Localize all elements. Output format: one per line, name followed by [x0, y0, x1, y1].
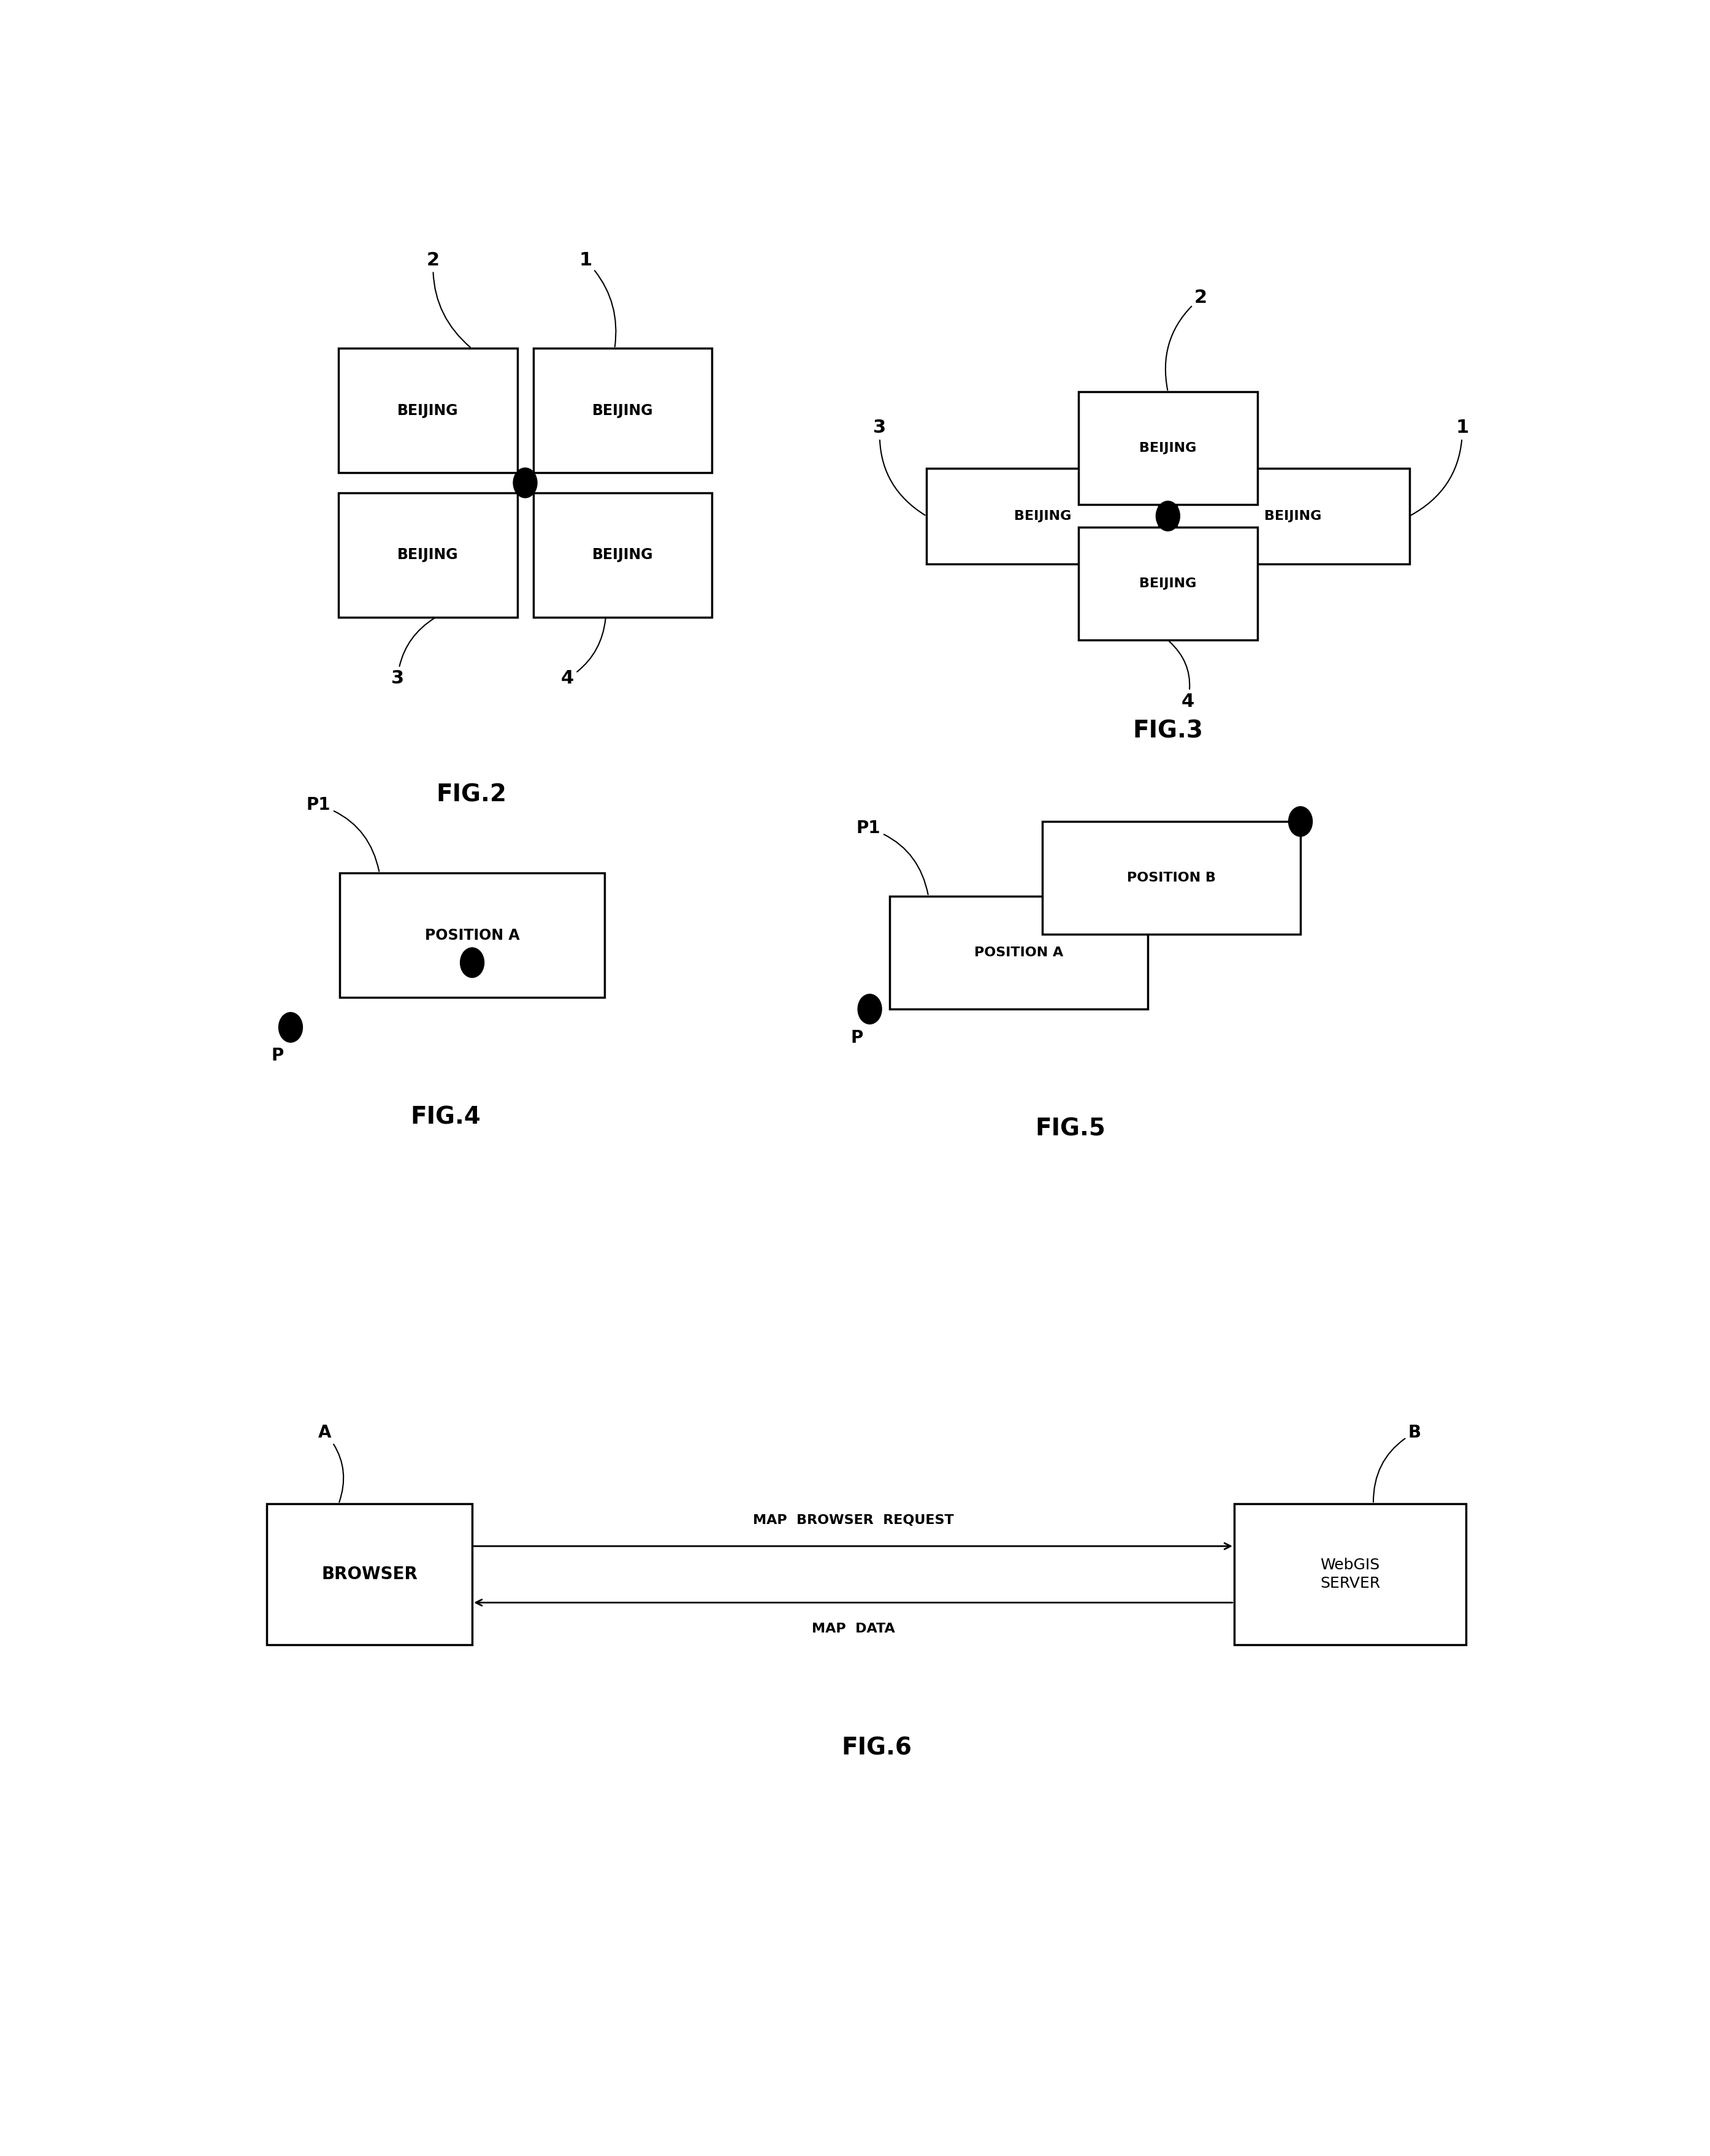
Text: 3: 3 [874, 418, 925, 515]
Circle shape [1156, 500, 1180, 530]
Text: WebGIS
SERVER: WebGIS SERVER [1320, 1559, 1380, 1591]
Text: BEIJING: BEIJING [1139, 442, 1197, 455]
Circle shape [279, 1013, 303, 1041]
Text: B: B [1373, 1423, 1421, 1503]
Text: 1: 1 [1411, 418, 1469, 515]
Text: BEIJING: BEIJING [397, 548, 458, 563]
Bar [1079, 528, 1257, 640]
Circle shape [513, 468, 537, 498]
Text: 2: 2 [428, 252, 470, 347]
Text: 4: 4 [561, 619, 605, 688]
Text: BEIJING: BEIJING [1139, 578, 1197, 591]
Text: BEIJING: BEIJING [592, 403, 653, 418]
Text: P: P [850, 1028, 864, 1046]
Bar [534, 494, 711, 617]
Text: MAP  BROWSER  REQUEST: MAP BROWSER REQUEST [752, 1514, 954, 1526]
Text: POSITION B: POSITION B [1127, 871, 1216, 884]
Text: FIG.5: FIG.5 [1035, 1117, 1106, 1141]
Text: BEIJING: BEIJING [592, 548, 653, 563]
Bar [340, 873, 605, 998]
Text: MAP  DATA: MAP DATA [812, 1623, 894, 1634]
Bar [1235, 1505, 1465, 1645]
Text: FIG.2: FIG.2 [436, 783, 506, 806]
Circle shape [1289, 806, 1312, 837]
Text: 1: 1 [580, 252, 616, 347]
Text: FIG.6: FIG.6 [841, 1736, 911, 1759]
Text: POSITION A: POSITION A [424, 927, 520, 942]
Text: FIG.3: FIG.3 [1132, 720, 1204, 742]
Circle shape [858, 994, 882, 1024]
Text: BEIJING: BEIJING [397, 403, 458, 418]
Text: BEIJING: BEIJING [1014, 511, 1072, 522]
Bar [1079, 392, 1257, 505]
Text: POSITION A: POSITION A [975, 946, 1064, 959]
Bar [1041, 821, 1301, 934]
Text: P1: P1 [306, 796, 380, 871]
Bar [267, 1505, 472, 1645]
Text: A: A [318, 1423, 344, 1503]
Bar [1176, 468, 1409, 565]
Bar [927, 468, 1159, 565]
Text: FIG.4: FIG.4 [410, 1106, 481, 1130]
Text: 4: 4 [1170, 640, 1194, 709]
Text: BEIJING: BEIJING [1264, 511, 1322, 522]
Circle shape [460, 949, 484, 977]
Text: 3: 3 [392, 619, 434, 688]
Bar [339, 349, 516, 472]
Text: P: P [272, 1048, 284, 1065]
Bar [534, 349, 711, 472]
Text: P1: P1 [857, 819, 929, 895]
Bar [889, 897, 1147, 1009]
Text: BROWSER: BROWSER [321, 1565, 417, 1583]
Text: 2: 2 [1166, 289, 1207, 390]
Bar [339, 494, 516, 617]
